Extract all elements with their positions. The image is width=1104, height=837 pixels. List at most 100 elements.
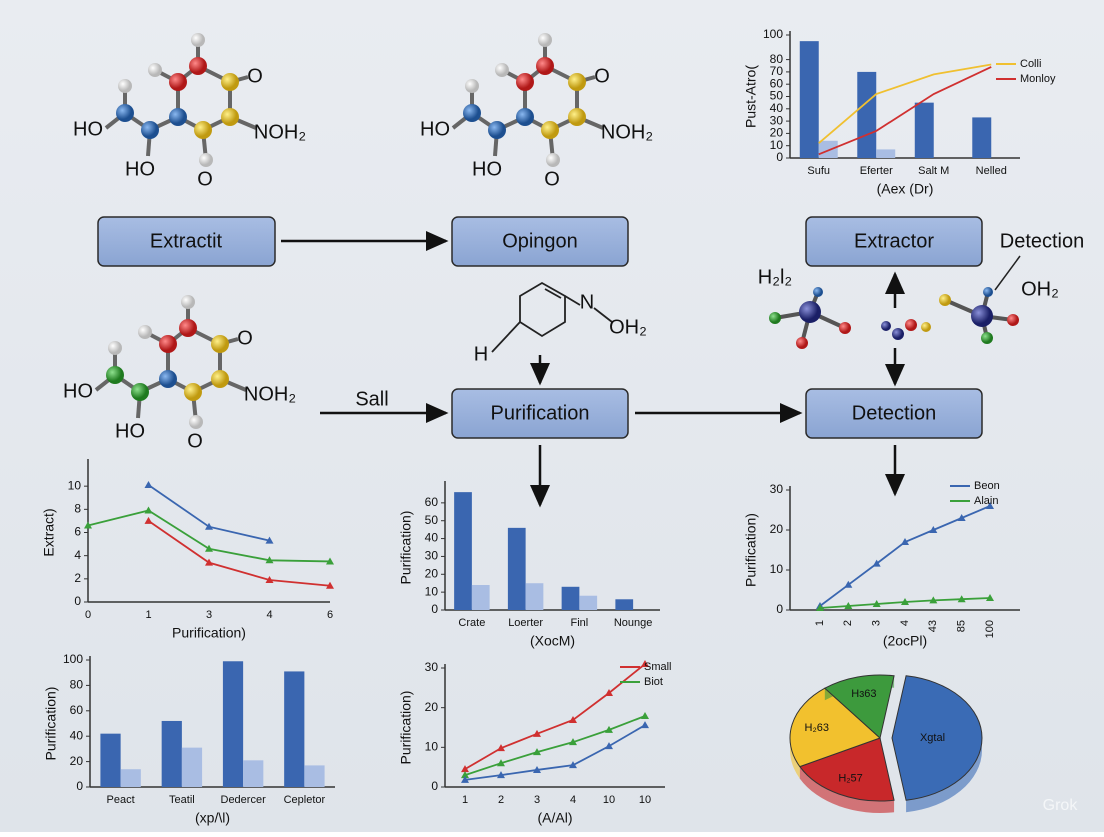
point: [605, 725, 613, 733]
atom: [983, 287, 993, 297]
y-tick-label: 10: [770, 562, 784, 576]
bar: [100, 733, 121, 787]
y-tick-label: 30: [425, 549, 439, 563]
atom: [116, 104, 134, 122]
atom: [194, 121, 212, 139]
atom: [189, 57, 207, 75]
y-tick-label: 4: [74, 548, 81, 562]
x-axis-label: (XocM): [530, 633, 575, 649]
point: [461, 775, 469, 783]
bar: [914, 102, 934, 158]
x-tick-label: Eferter: [860, 165, 893, 177]
atom: [463, 104, 481, 122]
x-tick-label: 1: [814, 620, 826, 626]
x-tick-label: 85: [956, 620, 968, 632]
bar: [120, 769, 141, 787]
atom: [495, 63, 509, 77]
y-axis-label: Pust-Atro(: [743, 65, 759, 128]
point: [265, 575, 274, 583]
point: [497, 744, 505, 752]
point: [533, 729, 541, 737]
atom: [488, 121, 506, 139]
y-tick-label: 40: [425, 531, 439, 545]
x-axis-label: (2ocPl): [883, 633, 927, 649]
point: [497, 759, 505, 767]
x-tick-label: Crate: [458, 617, 485, 629]
atom-label: N: [580, 291, 594, 313]
line: [464, 715, 646, 776]
atom: [211, 370, 229, 388]
atom: [568, 73, 586, 91]
point: [986, 594, 994, 601]
atom: [141, 121, 159, 139]
atom: [799, 301, 821, 323]
atom-label: HO: [73, 118, 103, 140]
atom: [191, 33, 205, 47]
y-tick-label: 100: [763, 27, 783, 41]
x-tick-label: 0: [85, 609, 91, 621]
x-tick-label: 100: [984, 620, 996, 638]
bar: [507, 527, 526, 610]
atom: [796, 337, 808, 349]
point: [641, 660, 649, 668]
atom-label: O: [594, 65, 610, 87]
atom: [981, 332, 993, 344]
y-tick-label: 6: [74, 525, 81, 539]
atom: [538, 33, 552, 47]
legend-label: Small: [644, 661, 672, 673]
x-tick-label: 3: [871, 620, 883, 626]
bond: [491, 295, 613, 353]
atom: [813, 287, 823, 297]
atom: [971, 305, 993, 327]
point: [872, 600, 881, 607]
y-tick-label: 60: [770, 76, 784, 90]
point: [533, 748, 541, 756]
legend-label: Alain: [974, 495, 998, 507]
atom: [221, 108, 239, 126]
point: [569, 715, 577, 723]
y-tick-label: 70: [770, 64, 784, 78]
bar: [161, 720, 182, 787]
bar: [561, 586, 580, 610]
atom: [939, 294, 951, 306]
bar: [454, 492, 472, 610]
pie-label: H₂63: [805, 722, 829, 734]
y-tick-label: 20: [70, 754, 84, 768]
atom: [169, 108, 187, 126]
x-tick-label: 4: [570, 794, 576, 806]
bar: [857, 71, 877, 158]
x-tick-label: Finl: [571, 617, 589, 629]
bar: [243, 760, 264, 787]
x-tick-label: 2: [842, 620, 854, 626]
line: [818, 63, 992, 144]
atom: [106, 366, 124, 384]
point: [641, 711, 649, 719]
pie-slice: [891, 675, 983, 801]
atom: [184, 383, 202, 401]
point: [605, 742, 613, 750]
process-box: [451, 216, 629, 267]
atom: [516, 108, 534, 126]
x-tick-label: 3: [206, 609, 212, 621]
x-tick-label: Nelled: [976, 165, 1007, 177]
y-tick-label: 0: [776, 150, 783, 164]
atom-label: O: [197, 168, 213, 190]
formula: OH₂: [1021, 278, 1059, 300]
y-tick-label: 40: [770, 101, 784, 115]
formula: H₂l₂: [758, 266, 792, 288]
x-tick-label: Teatil: [169, 794, 195, 806]
y-tick-label: 0: [431, 602, 438, 616]
point: [144, 516, 153, 524]
atom: [118, 79, 132, 93]
point: [461, 765, 469, 773]
y-tick-label: 10: [425, 584, 439, 598]
legend-label: Monloy: [1020, 73, 1056, 85]
y-tick-label: 20: [770, 126, 784, 140]
point: [569, 761, 577, 769]
pie-slice: [799, 737, 895, 802]
point: [957, 595, 966, 603]
x-tick-label: Nounge: [614, 617, 653, 629]
line: [147, 520, 331, 587]
